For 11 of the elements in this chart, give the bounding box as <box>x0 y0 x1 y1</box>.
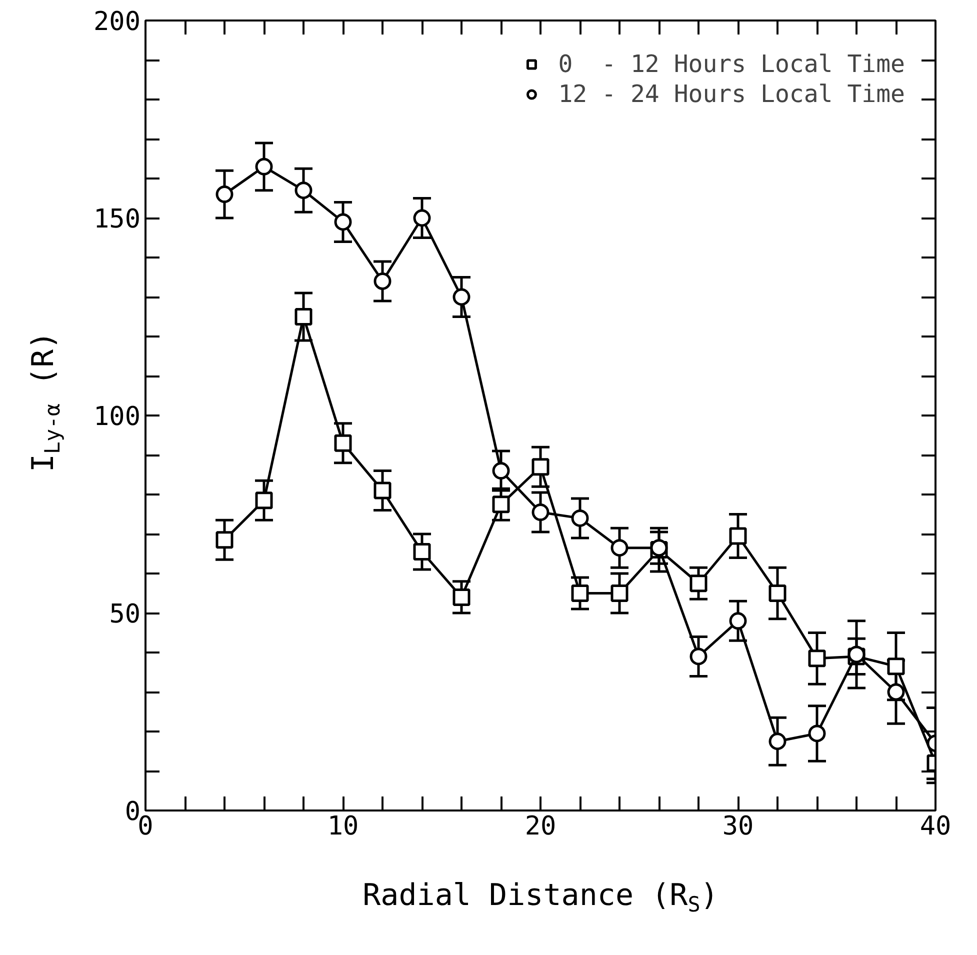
y-axis-title: ILy-α (R) <box>26 331 64 472</box>
x-tick-label: 30 <box>722 812 754 842</box>
x-tick-label: 40 <box>920 812 952 842</box>
x-tick-label: 20 <box>524 812 556 842</box>
legend-label: 12 - 24 Hours Local Time <box>558 80 905 108</box>
y-tick-label: 150 <box>94 204 141 234</box>
legend-label: 0 - 12 Hours Local Time <box>558 50 905 78</box>
y-tick-label: 50 <box>109 600 141 630</box>
y-tick-label: 200 <box>94 7 141 37</box>
y-tick-label: 100 <box>94 402 141 432</box>
x-tick-label: 10 <box>327 812 359 842</box>
